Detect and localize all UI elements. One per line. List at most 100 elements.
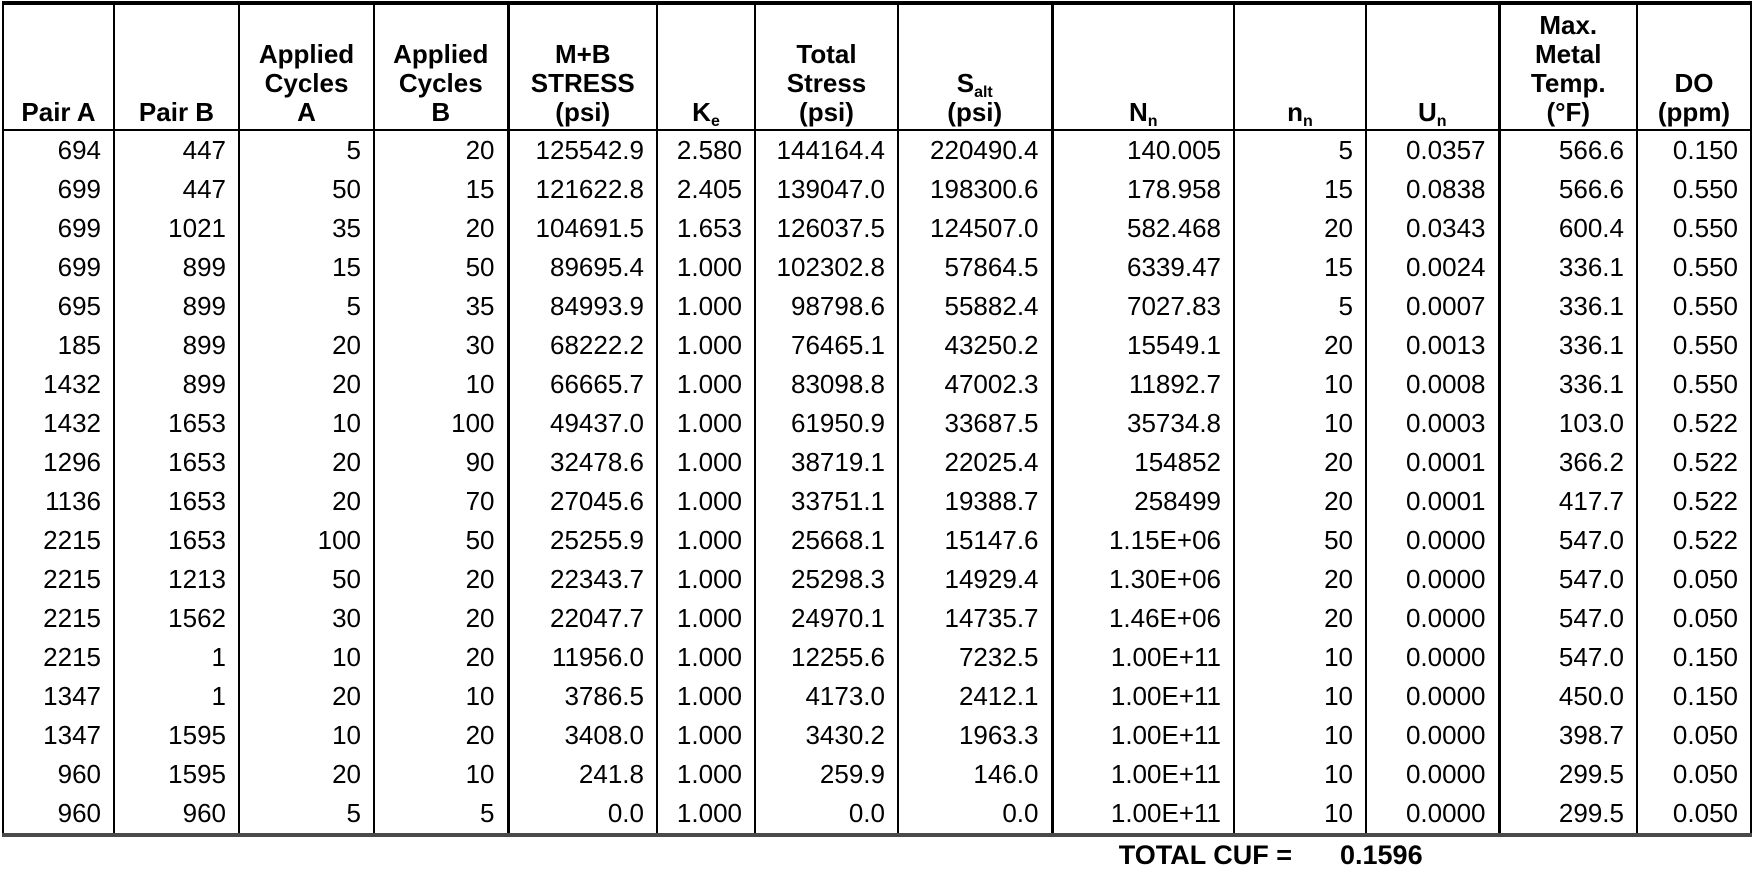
cell-mb-stress: 11956.0 [506, 638, 657, 677]
column-header-applied-cycles-b: Applied Cycles B [373, 3, 508, 131]
cell-u-n: 0.0013 [1365, 326, 1499, 365]
cell-pair-a: 1347 [43, 681, 101, 711]
table-row: 1296 1653 20 90 32478.6 1.000 38719.1 22025.4 15… [3, 443, 1751, 482]
cell-max-metal-temp: 547.0 [1497, 560, 1637, 599]
cell-applied-cycles-b: 100 [373, 404, 508, 443]
cell-mb-stress: 104691.5 [506, 209, 657, 248]
cell-n-applied: 20 [1233, 482, 1366, 521]
cell-do-ppm: 0.550 [1636, 170, 1751, 209]
cell-do-ppm: 0.550 [1636, 365, 1751, 404]
cell-pair-b: 1021 [113, 209, 239, 248]
total-cuf-value: 0.1596 [1340, 839, 1423, 870]
cell-n-applied: 10 [1233, 638, 1366, 677]
table-row: 185 899 20 30 68222.2 1.000 76465.1 43250.2 1554… [3, 326, 1751, 365]
cell-do-ppm: 0.050 [1636, 599, 1751, 638]
cell-applied-cycles-a: 10 [238, 404, 374, 443]
cell-mb-stress: 22343.7 [506, 560, 657, 599]
cell-pair-a: 2215 [43, 525, 101, 555]
cell-n-allowable: 7027.83 [1050, 287, 1234, 326]
cell-pair-b: 447 [113, 130, 239, 170]
cell-n-applied: 15 [1233, 170, 1366, 209]
cell-applied-cycles-b: 50 [373, 248, 508, 287]
cell-max-metal-temp: 336.1 [1497, 287, 1637, 326]
cell-n-allowable: 6339.47 [1050, 248, 1234, 287]
cell-s-alt: 22025.4 [897, 443, 1052, 482]
cell-n-allowable: 15549.1 [1050, 326, 1234, 365]
cell-applied-cycles-a: 50 [238, 560, 374, 599]
cell-do-ppm: 0.550 [1636, 209, 1751, 248]
cell-u-n: 0.0000 [1365, 716, 1499, 755]
cell-ke: 1.000 [656, 287, 755, 326]
cell-max-metal-temp: 547.0 [1497, 521, 1637, 560]
cell-u-n: 0.0000 [1365, 677, 1499, 716]
cell-s-alt: 2412.1 [897, 677, 1052, 716]
column-header-mb-stress: M+B STRESS (psi) [506, 3, 657, 131]
cell-ke: 1.000 [656, 326, 755, 365]
cell-n-allowable: 1.30E+06 [1050, 560, 1234, 599]
cell-ke: 1.000 [656, 755, 755, 794]
cell-n-allowable: 1.00E+11 [1050, 716, 1234, 755]
cell-n-allowable: 1.15E+06 [1050, 521, 1234, 560]
cell-max-metal-temp: 566.6 [1497, 130, 1637, 170]
cell-mb-stress: 241.8 [506, 755, 657, 794]
cell-s-alt: 198300.6 [897, 170, 1052, 209]
total-cuf-row: TOTAL CUF = 0.1596 [2, 838, 1752, 872]
cell-n-applied: 10 [1233, 677, 1366, 716]
cell-s-alt: 124507.0 [897, 209, 1052, 248]
cell-u-n: 0.0343 [1365, 209, 1499, 248]
cell-applied-cycles-b: 15 [373, 170, 508, 209]
cell-max-metal-temp: 336.1 [1497, 248, 1637, 287]
fatigue-usage-table: Pair A Pair B Applied Cycles A Applied Cycles B… [2, 1, 1752, 837]
table-row: 2215 1 10 20 11956.0 1.000 12255.6 7232.5 1.00E+… [3, 638, 1751, 677]
cell-pair-a: 699 [57, 174, 101, 204]
cell-pair-b: 1 [113, 677, 239, 716]
cell-applied-cycles-a: 20 [238, 365, 374, 404]
cell-n-applied: 10 [1233, 755, 1366, 794]
cell-mb-stress: 27045.6 [506, 482, 657, 521]
cell-pair-a: 1432 [43, 369, 101, 399]
cell-applied-cycles-a: 20 [238, 755, 374, 794]
cell-u-n: 0.0001 [1365, 443, 1499, 482]
cell-mb-stress: 68222.2 [506, 326, 657, 365]
cell-pair-b: 447 [113, 170, 239, 209]
cell-total-stress: 38719.1 [754, 443, 898, 482]
cell-applied-cycles-b: 20 [373, 638, 508, 677]
column-header-max-metal-temp: Max. Metal Temp. (°F) [1497, 3, 1637, 131]
cell-applied-cycles-b: 20 [373, 599, 508, 638]
cell-applied-cycles-b: 50 [373, 521, 508, 560]
table-row: 699 1021 35 20 104691.5 1.653 126037.5 124507.0… [3, 209, 1751, 248]
cell-mb-stress: 121622.8 [506, 170, 657, 209]
cell-applied-cycles-a: 100 [238, 521, 374, 560]
cell-ke: 1.000 [656, 248, 755, 287]
cell-applied-cycles-b: 10 [373, 677, 508, 716]
table-row: 694 447 5 20 125542.9 2.580 144164.4 220490.4 14… [3, 130, 1751, 170]
cell-n-applied: 20 [1233, 560, 1366, 599]
table-row: 2215 1562 30 20 22047.7 1.000 24970.1 14735.7 1.… [3, 599, 1751, 638]
cell-applied-cycles-a: 35 [238, 209, 374, 248]
cell-applied-cycles-a: 10 [238, 638, 374, 677]
cell-n-applied: 10 [1233, 404, 1366, 443]
cell-pair-b: 1653 [113, 521, 239, 560]
cell-pair-b: 960 [113, 794, 239, 835]
cell-max-metal-temp: 417.7 [1497, 482, 1637, 521]
cell-ke: 1.653 [656, 209, 755, 248]
cell-s-alt: 220490.4 [897, 130, 1052, 170]
cell-ke: 1.000 [656, 794, 755, 835]
cell-max-metal-temp: 450.0 [1497, 677, 1637, 716]
cell-u-n: 0.0007 [1365, 287, 1499, 326]
total-cuf-label: TOTAL CUF = [1118, 839, 1292, 870]
cell-do-ppm: 0.050 [1636, 794, 1751, 835]
cell-do-ppm: 0.522 [1636, 482, 1751, 521]
table-row: 2215 1653 100 50 25255.9 1.000 25668.1 15147.6 1… [3, 521, 1751, 560]
cell-pair-b: 899 [113, 365, 239, 404]
cell-do-ppm: 0.150 [1636, 677, 1751, 716]
cell-applied-cycles-b: 20 [373, 209, 508, 248]
cell-n-allowable: 35734.8 [1050, 404, 1234, 443]
cell-total-stress: 139047.0 [754, 170, 898, 209]
column-header-total-stress: Total Stress (psi) [754, 3, 898, 131]
cell-n-allowable: 178.958 [1050, 170, 1234, 209]
cell-n-allowable: 1.00E+11 [1050, 638, 1234, 677]
cell-pair-b: 1 [113, 638, 239, 677]
cell-ke: 1.000 [656, 560, 755, 599]
cell-applied-cycles-a: 10 [238, 716, 374, 755]
